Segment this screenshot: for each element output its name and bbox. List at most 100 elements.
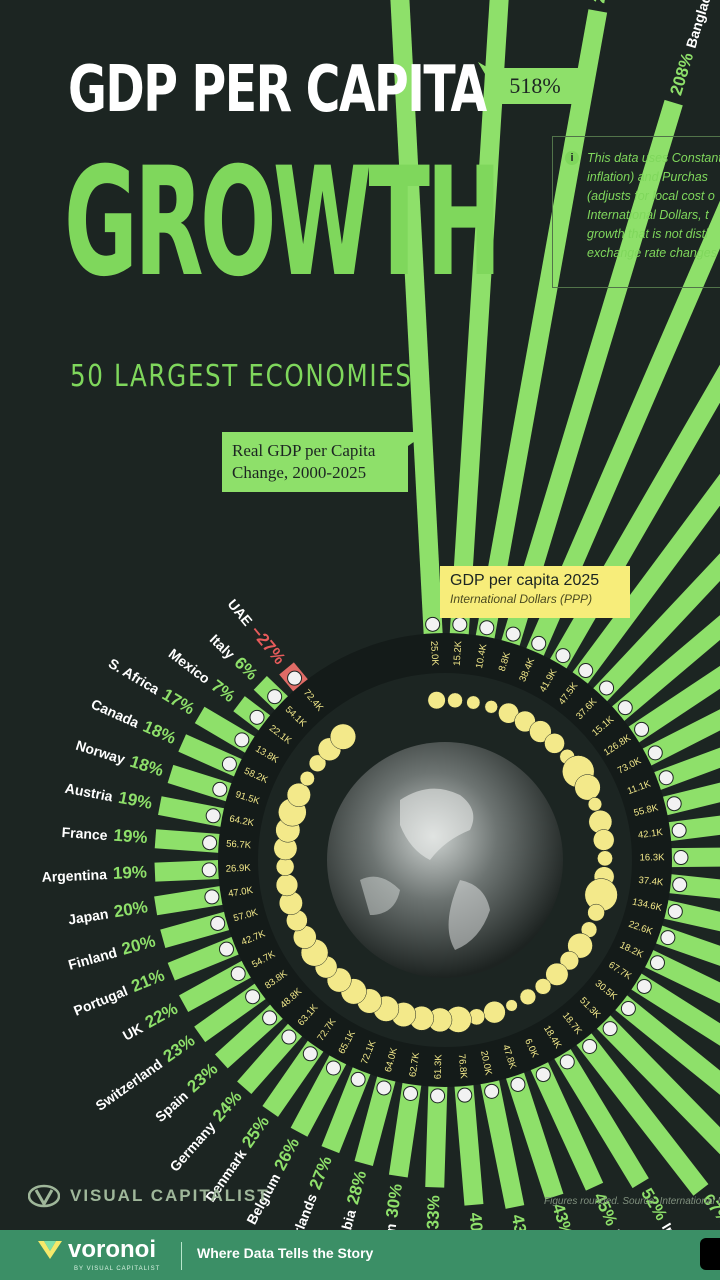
callout-line-2: Change, 2000-2025: [232, 463, 367, 482]
country-name: Finland: [66, 944, 118, 973]
app-store-badge-icon[interactable]: [700, 1238, 720, 1270]
callout-pointer: [408, 432, 428, 446]
country-flag-icon: [218, 941, 234, 957]
gdp-value: 20.0K: [478, 1050, 494, 1077]
country-flag-icon: [210, 915, 226, 931]
bar: [425, 1085, 448, 1188]
country-flag-icon: [245, 989, 261, 1005]
country-name: UK: [120, 1020, 145, 1044]
info-line: growth that is not disti: [587, 227, 708, 241]
source-note: Figures rounded. Source: International M…: [544, 1196, 720, 1207]
country-flag-icon: [660, 930, 676, 946]
country-flag-icon: [403, 1085, 419, 1101]
growth-value: 22%: [142, 999, 181, 1032]
voronoi-logo[interactable]: voronoi: [36, 1236, 156, 1264]
gdp-bubble: [514, 710, 536, 733]
country-flag-icon: [531, 635, 547, 651]
gdp-value: 42.1K: [637, 827, 664, 841]
country-flag-icon: [535, 1067, 551, 1083]
gdp-value: 15.2K: [452, 640, 465, 666]
country-flag-icon: [578, 663, 594, 679]
gdp-bubble: [593, 829, 615, 851]
country-name: France: [61, 824, 108, 843]
china-callout-pointer: [478, 62, 492, 86]
gdp-bubble: [545, 962, 569, 986]
gdp-ring-band: [218, 633, 672, 1087]
gdp-bubble: [567, 933, 593, 959]
growth-value: 21%: [129, 965, 168, 995]
gdp-legend-title: GDP per capita 2025: [450, 572, 600, 589]
gdp-value: 61.3K: [433, 1054, 445, 1080]
callout-line-1: Real GDP per Capita: [232, 441, 376, 460]
country-flag-icon: [457, 1087, 473, 1103]
growth-value: 24%: [209, 1087, 246, 1125]
gdp-bubble: [534, 978, 552, 995]
bar-label: Austria 19%: [64, 780, 154, 813]
gdp-value: 10.4K: [474, 642, 489, 669]
gdp-bubble: [286, 782, 311, 807]
country-flag-icon: [647, 745, 663, 761]
bar: [480, 1079, 525, 1209]
country-flag-icon: [430, 1088, 446, 1104]
gdp-bubble: [587, 903, 605, 922]
info-icon: i: [565, 151, 579, 165]
country-name: Japan: [67, 905, 109, 927]
country-flag-icon: [287, 670, 303, 686]
gdp-bubble: [505, 999, 518, 1012]
country-name: Canada: [89, 696, 142, 731]
china-value-callout: 518%: [490, 68, 580, 104]
country-name: Spain: [152, 1088, 191, 1125]
subtitle: 50 LARGEST ECONOMIES: [70, 359, 413, 394]
bar-label: 208%Bangladesh: [666, 0, 720, 98]
gdp-bubble: [466, 695, 481, 710]
info-note: i This data uses Constant inflation) and…: [552, 136, 720, 288]
gdp-value: 62.7K: [408, 1051, 423, 1078]
gdp-value: 56.7K: [226, 838, 252, 851]
country-flag-icon: [202, 835, 218, 851]
country-flag-icon: [281, 1029, 297, 1045]
gdp-bubble: [308, 754, 327, 772]
bar: [454, 1084, 484, 1206]
country-flag-icon: [234, 732, 250, 748]
country-name: Argentina: [41, 866, 107, 885]
growth-value: 23%: [183, 1059, 221, 1096]
growth-value: 208%: [666, 50, 697, 97]
country-name: Switzerland: [92, 1056, 165, 1114]
growth-value: 27%: [306, 1153, 336, 1192]
bar-value-label: 235%India: [589, 0, 622, 5]
bar: [627, 528, 720, 743]
gdp-bubble: [299, 771, 315, 787]
country-flag-icon: [484, 1083, 500, 1099]
voronoi-logo-sub: BY VISUAL CAPITALIST: [74, 1266, 161, 1272]
info-line: (adjusts for local cost o: [587, 189, 715, 203]
bar-value-label: UK22%: [119, 999, 181, 1045]
voronoi-logo-icon: [38, 1241, 62, 1259]
title-line-2: GROWTH: [64, 136, 502, 310]
bar: [644, 949, 720, 1082]
gdp-bubble: [427, 691, 446, 710]
country-flag-icon: [425, 616, 441, 632]
footer-tagline: Where Data Tells the Story: [197, 1245, 374, 1261]
country-flag-icon: [599, 680, 615, 696]
growth-value: 19%: [113, 826, 148, 847]
gdp-legend-subtitle: International Dollars (PPP): [450, 592, 593, 606]
info-line: International Dollars, t: [587, 208, 709, 222]
growth-value: 28%: [343, 1169, 370, 1207]
bar: [642, 598, 720, 766]
country-flag-icon: [672, 877, 688, 893]
gdp-value: 76.8K: [456, 1053, 469, 1079]
bar-value-label: Norway18%: [74, 735, 166, 780]
country-flag-icon: [555, 648, 571, 664]
country-flag-icon: [510, 1076, 526, 1092]
country-flag-icon: [673, 850, 689, 866]
bar-label: Finland20%: [66, 931, 157, 973]
country-flag-icon: [221, 756, 237, 772]
country-flag-icon: [582, 1038, 598, 1054]
voronoi-logo-text: voronoi: [68, 1236, 156, 1263]
bar-label: Argentina 19%: [41, 863, 147, 885]
gdp-legend-label: GDP per capita 2025 International Dollar…: [440, 566, 630, 618]
gdp-bubble: [597, 850, 613, 867]
brand-name: VISUAL CAPITALIST: [70, 1186, 270, 1205]
bar: [614, 994, 720, 1137]
